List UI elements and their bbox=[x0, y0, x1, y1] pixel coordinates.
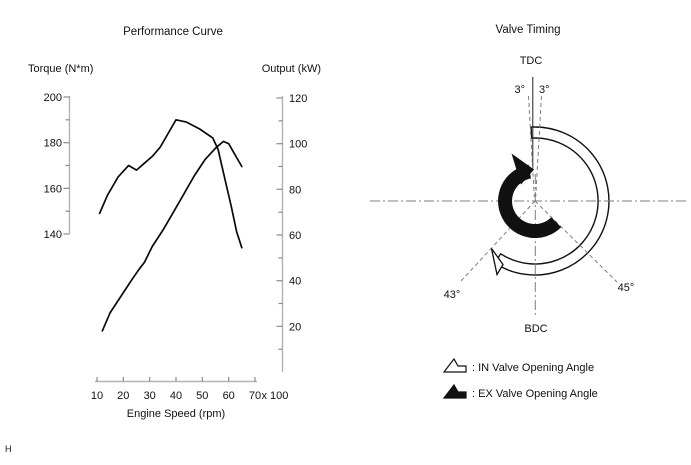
rpm-tick-label: 30 bbox=[144, 390, 156, 402]
ex-valve-arc bbox=[498, 164, 562, 239]
valve-timing-title: Valve Timing bbox=[496, 24, 561, 36]
torque-axis: 200 180 160 140 bbox=[44, 92, 71, 241]
rpm-tick-label: 40 bbox=[170, 390, 182, 402]
rpm-axis-label: Engine Speed (rpm) bbox=[127, 408, 225, 420]
output-tick-label: 80 bbox=[289, 184, 301, 196]
rpm-tick-label: 60 bbox=[223, 390, 235, 402]
ex-open-angle-line bbox=[534, 200, 618, 283]
torque-axis-label: Torque (N*m) bbox=[28, 63, 93, 75]
in-valve-arrowhead bbox=[490, 248, 504, 277]
valve-timing-diagram: Valve Timing TDC 3° 3° 43° 45° BDC bbox=[370, 24, 688, 400]
ex-valve-legend-icon bbox=[442, 383, 467, 399]
output-tick-label: 20 bbox=[289, 321, 301, 333]
output-curve bbox=[101, 140, 243, 332]
rpm-tick-label: 50 bbox=[196, 390, 208, 402]
ex-close-angle-label: 3° bbox=[539, 84, 550, 96]
in-close-angle-label: 43° bbox=[444, 289, 461, 301]
performance-curve-chart: Performance Curve Torque (N*m) Output (k… bbox=[5, 26, 321, 454]
output-tick-label: 120 bbox=[289, 93, 307, 105]
in-open-angle-label: 3° bbox=[514, 84, 525, 96]
in-open-angle-line bbox=[528, 95, 535, 198]
ex-close-angle-line bbox=[535, 95, 542, 198]
output-tick-label: 40 bbox=[289, 276, 301, 288]
torque-tick-label: 140 bbox=[44, 229, 62, 241]
torque-tick-label: 180 bbox=[44, 138, 62, 150]
rpm-tick-label: 70 bbox=[249, 390, 261, 402]
torque-tick-label: 160 bbox=[44, 183, 62, 195]
ex-valve-arrowhead bbox=[511, 153, 534, 185]
in-valve-legend-icon bbox=[442, 357, 467, 373]
output-axis-label: Output (kW) bbox=[262, 63, 321, 75]
performance-chart-title: Performance Curve bbox=[123, 26, 223, 38]
tdc-label: TDC bbox=[520, 55, 543, 67]
output-tick-label: 100 bbox=[289, 139, 307, 151]
page-mark: H bbox=[5, 444, 12, 454]
ex-open-angle-label: 45° bbox=[618, 282, 635, 294]
rpm-tick-label: 10 bbox=[91, 390, 103, 402]
rpm-tick-label: 20 bbox=[117, 390, 129, 402]
bdc-label: BDC bbox=[524, 323, 547, 335]
rpm-unit-note: x 100 bbox=[262, 390, 289, 402]
valve-legend: : IN Valve Opening Angle : EX Valve Open… bbox=[442, 357, 598, 400]
torque-tick-label: 200 bbox=[44, 92, 62, 104]
reference-lines bbox=[370, 77, 688, 318]
in-valve-legend-label: : IN Valve Opening Angle bbox=[472, 362, 594, 374]
rpm-axis: 10 20 30 40 50 60 70 x 100 Engine Speed … bbox=[91, 377, 289, 420]
ex-valve-legend-label: : EX Valve Opening Angle bbox=[472, 388, 598, 400]
output-axis: 120 100 80 60 40 20 bbox=[276, 93, 307, 372]
output-tick-label: 60 bbox=[289, 230, 301, 242]
torque-curve bbox=[98, 118, 243, 249]
